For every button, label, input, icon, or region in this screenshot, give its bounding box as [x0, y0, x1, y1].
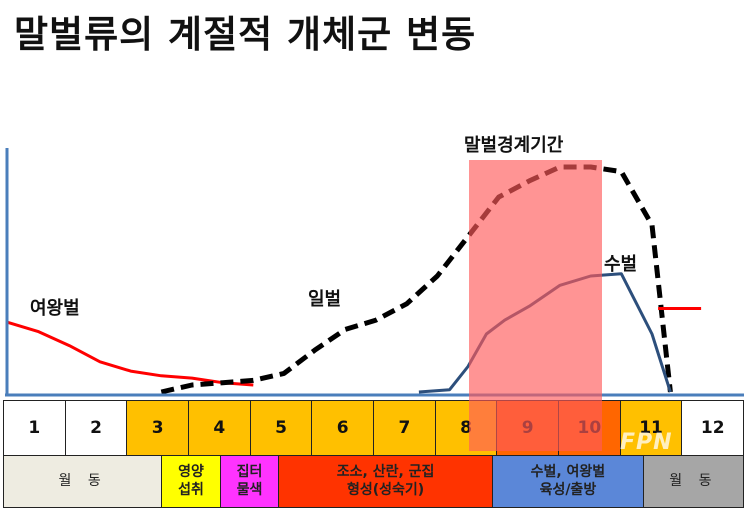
fpn-logo: FPN [620, 430, 673, 455]
series-label-worker: 일벌 [308, 289, 342, 310]
phase-line2: 물색 [236, 481, 263, 498]
phase-line2: 섭취 [178, 481, 204, 498]
month-cell: 4 [189, 401, 251, 455]
phase-line1: 수벌, 여왕벌 [530, 464, 606, 480]
phase-line2: 형성(성숙기) [347, 481, 425, 498]
phase-cell: 집터 물색 [220, 456, 280, 507]
phase-cell: 조소, 산란, 군집 형성(성숙기) [279, 456, 493, 507]
month-cell: 7 [374, 401, 436, 455]
phase-line1: 월 동 [669, 472, 718, 489]
month-cell: 5 [250, 401, 313, 455]
series-label-drone: 수벌 [604, 254, 638, 275]
month-cell: 1 [4, 401, 66, 455]
phase-line1: 조소, 산란, 군집 [336, 464, 435, 480]
month-cell: 6 [312, 401, 375, 455]
month-cell: 12 [682, 401, 744, 455]
phase-cell: 수벌, 여왕벌 육성/출방 [492, 456, 644, 507]
phase-row: 월 동 영양 섭취 집터 물색 조소, 산란, 군집 형성(성숙기) 수벌, 여왕벌 육성/출방… [3, 456, 744, 508]
hornet-alert-period-label: 말벌경계기간 [464, 135, 564, 156]
series-label-queen: 여왕벌 [30, 298, 80, 319]
phase-line1: 월 동 [58, 472, 107, 489]
phase-line1: 집터 [236, 464, 263, 480]
page-title: 말벌류의 계절적 개체군 변동 [14, 13, 477, 56]
month-cell: 2 [65, 401, 128, 455]
phase-line2: 육성/출방 [539, 481, 597, 498]
phase-cell: 월 동 [643, 456, 743, 507]
phase-cell: 영양 섭취 [162, 456, 221, 507]
phase-line1: 영양 [178, 464, 204, 480]
phase-cell: 월 동 [4, 456, 163, 507]
hornet-alert-period-highlight [469, 160, 602, 451]
series-line-0 [7, 320, 254, 387]
month-cell: 11 [620, 401, 683, 455]
month-cell: 3 [127, 401, 190, 455]
